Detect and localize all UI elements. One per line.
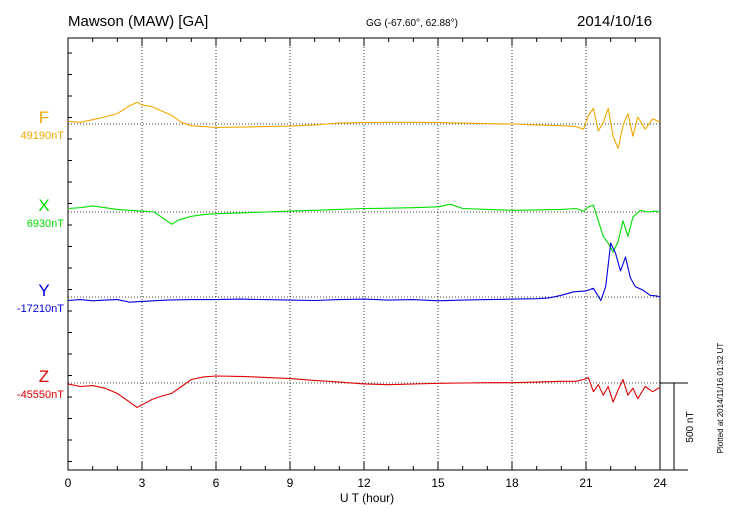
baseline-value-F: 49190nT — [21, 130, 65, 142]
series-name-Y: Y — [38, 281, 49, 300]
plot-date: 2014/10/16 — [577, 13, 652, 30]
scale-bar-label: 500 nT — [685, 411, 696, 442]
x-tick-label-3: 3 — [139, 476, 146, 490]
station-coords: GG (-67.60°, 62.88°) — [366, 18, 458, 29]
x-tick-label-18: 18 — [505, 476, 519, 490]
series-line-Y — [67, 242, 661, 303]
x-tick-label-15: 15 — [431, 476, 445, 490]
series-line-F — [67, 101, 661, 149]
x-tick-label-21: 21 — [579, 476, 593, 490]
series-line-Z — [67, 375, 661, 408]
x-tick-label-12: 12 — [357, 476, 371, 490]
x-tick-label-0: 0 — [65, 476, 72, 490]
series-name-Z: Z — [39, 367, 49, 386]
x-tick-label-24: 24 — [653, 476, 667, 490]
plotted-at-note: Plotted at 2014/11/16 01:32 UT — [716, 343, 725, 454]
series-name-X: X — [38, 196, 49, 215]
baseline-value-X: 6930nT — [27, 218, 65, 230]
series-name-F: F — [39, 108, 49, 127]
x-tick-label-9: 9 — [287, 476, 294, 490]
station-title: Mawson (MAW) [GA] — [68, 13, 208, 30]
x-tick-label-6: 6 — [213, 476, 220, 490]
series-line-X — [67, 203, 661, 253]
baseline-value-Z: -45550nT — [17, 389, 64, 401]
x-axis-label: U T (hour) — [340, 491, 394, 505]
baseline-value-Y: -17210nT — [17, 303, 64, 315]
